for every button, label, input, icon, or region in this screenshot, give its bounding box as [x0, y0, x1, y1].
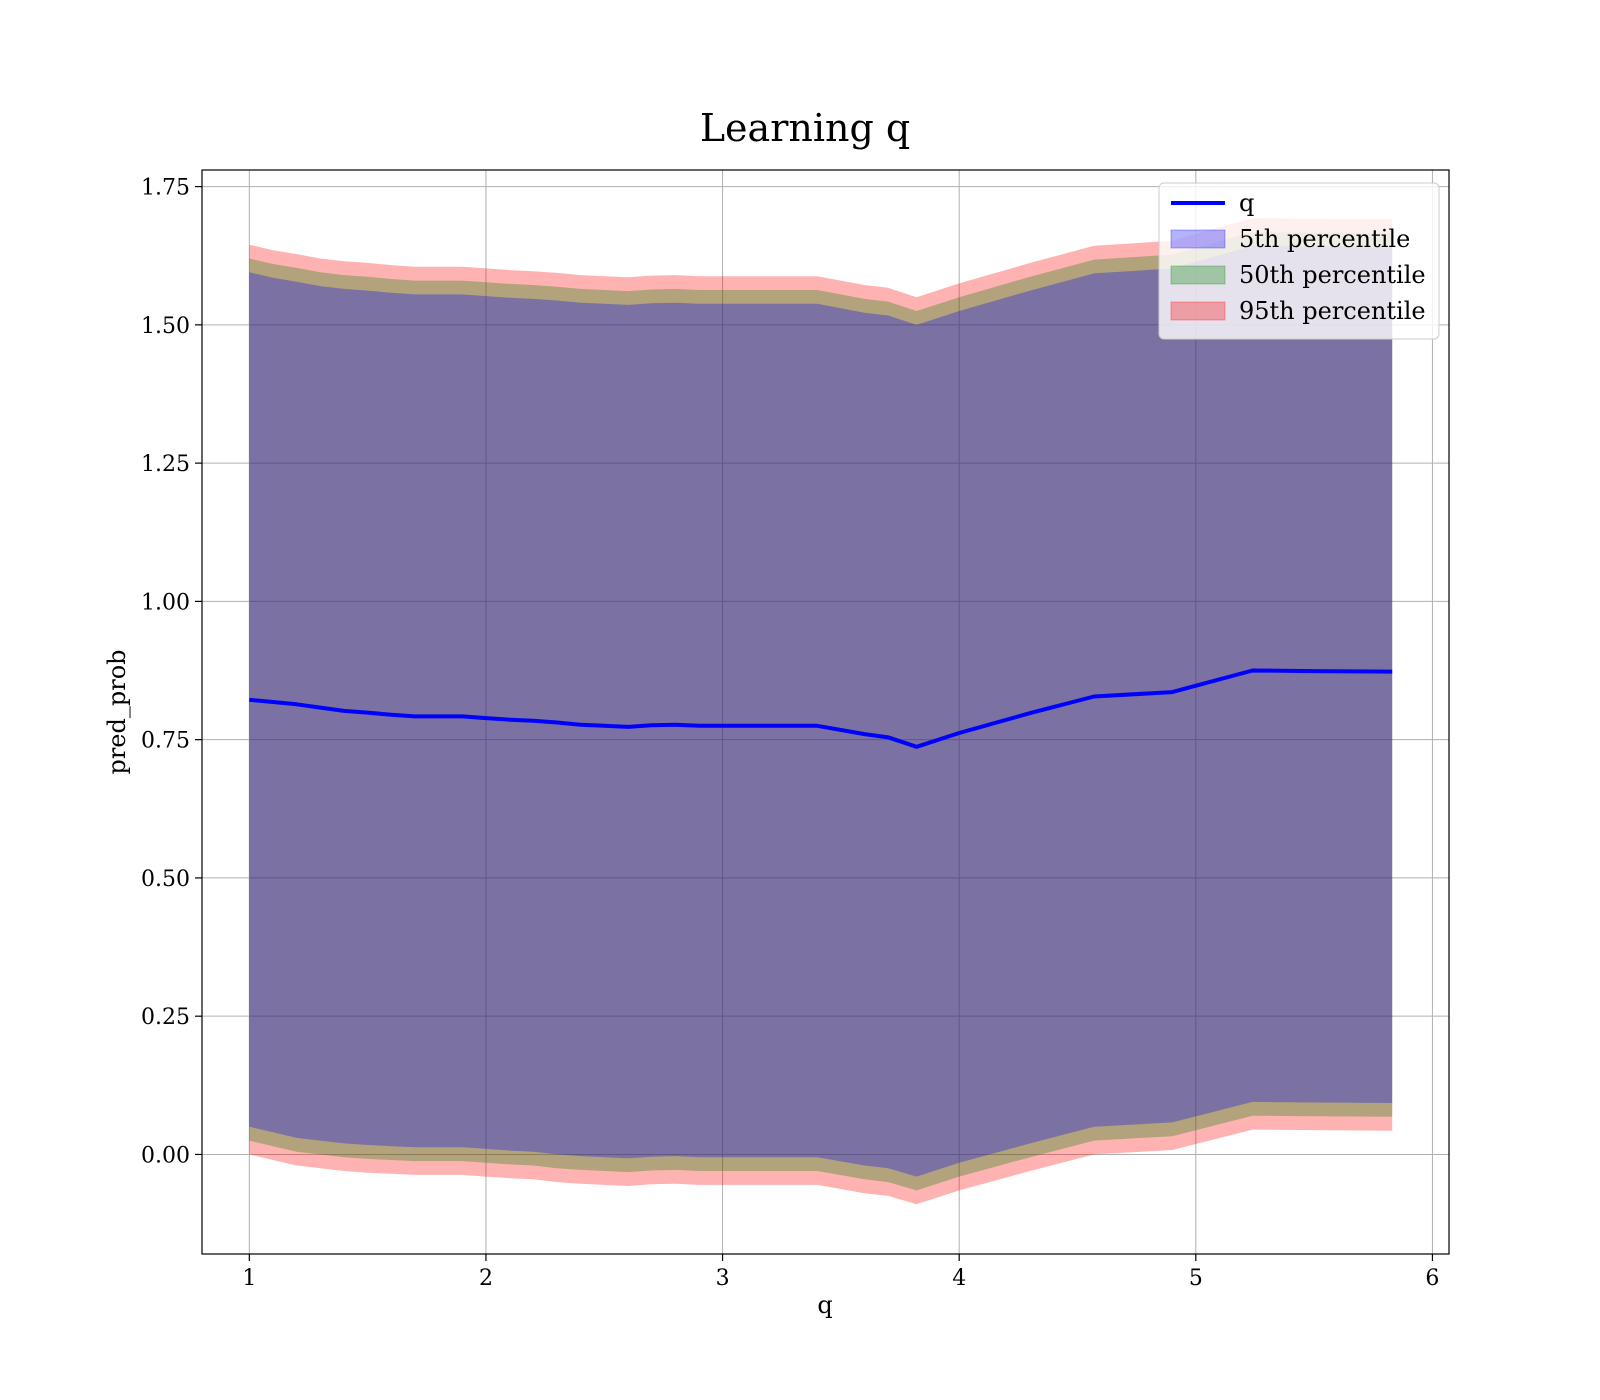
legend-label: 5th percentile [1239, 225, 1410, 253]
plot-frame [201, 169, 1450, 1255]
grid-lines [202, 170, 1449, 1254]
legend-patch-swatch [1170, 229, 1226, 249]
percentile-bands [249, 218, 1393, 1205]
legend: q 5th percentile 50th percentile 95th perce… [1158, 182, 1440, 340]
x-tick-label: 3 [716, 1266, 730, 1291]
legend-patch-swatch [1170, 265, 1226, 285]
q-line [249, 668, 1393, 749]
legend-label: 95th percentile [1239, 297, 1426, 325]
legend-label: q [1239, 189, 1254, 217]
x-tick-label: 5 [1189, 1266, 1203, 1291]
band-50th-percentile [249, 231, 1393, 1191]
y-tick-label: 1.25 [141, 452, 190, 477]
x-axis-label: q [817, 1291, 832, 1319]
chart-title: Learning q [700, 106, 910, 150]
y-tick-label: 1.50 [141, 314, 190, 339]
x-tick-label: 2 [479, 1266, 493, 1291]
y-tick-label: 0.50 [141, 867, 190, 892]
axis-ticks: 1 2 3 4 5 6 0.00 0.25 0.50 0.75 1.00 1.25 1.50 1.75 [141, 176, 1439, 1291]
y-tick-label: 0.75 [141, 729, 190, 754]
y-tick-label: 1.75 [141, 176, 190, 201]
y-tick-label: 0.00 [141, 1143, 190, 1168]
y-tick-label: 0.25 [141, 1005, 190, 1030]
x-tick-label: 1 [242, 1266, 256, 1291]
x-tick-label: 4 [952, 1266, 966, 1291]
legend-label: 50th percentile [1239, 261, 1426, 289]
legend-box [1158, 182, 1440, 340]
y-tick-label: 1.00 [141, 590, 190, 615]
y-axis-label: pred_prob [103, 649, 131, 774]
x-tick-label: 6 [1425, 1266, 1439, 1291]
band-5th-percentile [249, 245, 1393, 1177]
legend-patch-swatch [1170, 301, 1226, 321]
series-lines [249, 668, 1393, 749]
band-95th-percentile [249, 218, 1393, 1205]
